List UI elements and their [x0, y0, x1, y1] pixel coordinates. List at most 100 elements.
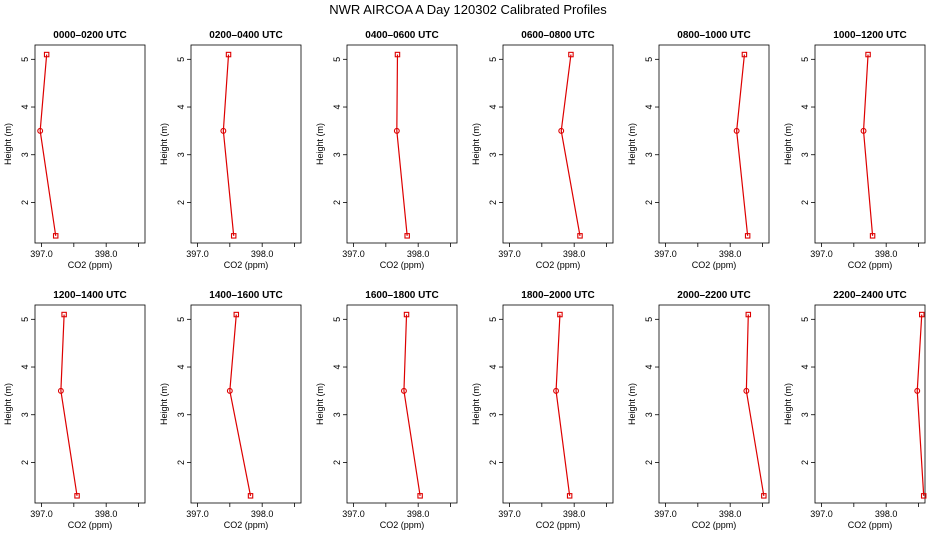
y-axis-label: Height (m) — [159, 123, 169, 165]
panel-title: 1000–1200 UTC — [833, 30, 906, 41]
profile-line — [560, 54, 581, 236]
data-point — [557, 311, 563, 318]
plot-frame — [346, 304, 458, 504]
panel-title: 2200–2400 UTC — [833, 290, 906, 301]
x-tick-label: 397.0 — [342, 509, 365, 519]
y-tick-label: 2 — [644, 460, 654, 465]
y-tick-label: 3 — [332, 412, 342, 417]
y-axis-label: Height (m) — [3, 383, 13, 425]
x-tick-label: 398.0 — [95, 249, 118, 259]
plot-frame — [34, 304, 146, 504]
panel-title: 1400–1600 UTC — [209, 290, 282, 301]
y-axis-label: Height (m) — [471, 383, 481, 425]
panel-title: 0000–0200 UTC — [53, 30, 126, 41]
profile-line — [229, 314, 252, 496]
profile-panel: 2000–2200 UTC 397.0 398.0 2 3 4 5 CO2 (ppm) Heig… — [627, 290, 770, 530]
x-tick-label: 397.0 — [186, 509, 209, 519]
y-tick-label: 3 — [644, 152, 654, 157]
profile-line — [736, 54, 749, 236]
data-point — [919, 311, 925, 318]
data-point — [52, 233, 59, 239]
y-tick-label: 5 — [488, 57, 498, 62]
y-tick-label: 3 — [800, 412, 810, 417]
profile-panel: 2200–2400 UTC 397.0 398.0 2 3 4 5 CO2 (ppm) Heig… — [783, 290, 927, 530]
profile-line — [916, 314, 925, 496]
y-axis-label: Height (m) — [159, 383, 169, 425]
y-tick-label: 5 — [176, 317, 186, 322]
data-point — [566, 493, 573, 499]
y-tick-label: 4 — [644, 365, 654, 370]
plot-frame — [346, 44, 458, 244]
y-tick-label: 5 — [488, 317, 498, 322]
figure-title: NWR AIRCOA A Day 120302 Calibrated Profi… — [329, 2, 607, 17]
data-point — [744, 233, 751, 239]
x-axis-label: CO2 (ppm) — [692, 260, 737, 270]
y-axis-label: Height (m) — [315, 123, 325, 165]
y-tick-label: 5 — [800, 57, 810, 62]
x-tick-label: 397.0 — [810, 249, 833, 259]
y-tick-label: 4 — [20, 365, 30, 370]
profile-panel: 1400–1600 UTC 397.0 398.0 2 3 4 5 CO2 (ppm) Heig… — [159, 290, 302, 530]
data-point — [394, 51, 401, 58]
data-point — [745, 311, 752, 318]
y-tick-label: 2 — [176, 460, 186, 465]
y-tick-label: 4 — [800, 365, 810, 370]
y-tick-label: 4 — [176, 105, 186, 110]
y-tick-label: 4 — [332, 365, 342, 370]
y-tick-label: 5 — [20, 57, 30, 62]
data-point — [733, 127, 740, 134]
y-tick-label: 3 — [488, 152, 498, 157]
profile-panel: 0600–0800 UTC 397.0 398.0 2 3 4 5 CO2 (ppm) Heig… — [471, 30, 614, 270]
x-tick-label: 398.0 — [719, 249, 742, 259]
data-point — [393, 127, 400, 134]
data-point — [558, 127, 565, 134]
y-axis-label: Height (m) — [315, 383, 325, 425]
profile-line — [222, 54, 235, 236]
y-tick-label: 5 — [20, 317, 30, 322]
y-tick-label: 3 — [20, 152, 30, 157]
x-axis-label: CO2 (ppm) — [848, 520, 893, 530]
x-tick-label: 397.0 — [654, 249, 677, 259]
panel-title: 1200–1400 UTC — [53, 290, 126, 301]
y-tick-label: 4 — [488, 365, 498, 370]
x-tick-label: 398.0 — [875, 509, 898, 519]
x-axis-label: CO2 (ppm) — [380, 520, 425, 530]
x-tick-label: 397.0 — [342, 249, 365, 259]
data-point — [417, 493, 423, 499]
data-point — [74, 493, 80, 499]
data-point — [61, 311, 67, 318]
data-point — [553, 387, 560, 394]
profile-line — [745, 314, 765, 496]
x-tick-label: 398.0 — [875, 249, 898, 259]
y-tick-label: 5 — [644, 317, 654, 322]
plot-frame — [658, 44, 770, 244]
y-tick-label: 2 — [176, 200, 186, 205]
x-tick-label: 398.0 — [407, 249, 430, 259]
x-tick-label: 398.0 — [251, 509, 274, 519]
data-point — [57, 387, 64, 394]
plot-frame — [190, 44, 302, 244]
x-axis-label: CO2 (ppm) — [848, 260, 893, 270]
data-point — [865, 51, 871, 58]
data-point — [233, 311, 240, 318]
profile-line — [555, 314, 571, 496]
profile-panel: 1800–2000 UTC 397.0 398.0 2 3 4 5 CO2 (ppm) Heig… — [471, 290, 614, 530]
profile-panel: 0800–1000 UTC 397.0 398.0 2 3 4 5 CO2 (ppm) Heig… — [627, 30, 770, 270]
data-point — [404, 233, 410, 239]
x-tick-label: 397.0 — [498, 509, 521, 519]
profile-panel: 1200–1400 UTC 397.0 398.0 2 3 4 5 CO2 (ppm) Heig… — [3, 290, 146, 530]
x-tick-label: 397.0 — [498, 249, 521, 259]
x-tick-label: 398.0 — [563, 509, 586, 519]
data-point — [568, 51, 574, 58]
x-tick-label: 397.0 — [30, 249, 53, 259]
y-tick-label: 2 — [20, 460, 30, 465]
panel-title: 0600–0800 UTC — [521, 30, 594, 41]
x-axis-label: CO2 (ppm) — [692, 520, 737, 530]
profile-panel: 0000–0200 UTC 397.0 398.0 2 3 4 5 CO2 (ppm) Heig… — [3, 30, 146, 270]
data-point — [741, 51, 748, 58]
y-tick-label: 3 — [20, 412, 30, 417]
plot-frame — [814, 44, 926, 244]
x-tick-label: 398.0 — [95, 509, 118, 519]
data-point — [869, 233, 876, 239]
